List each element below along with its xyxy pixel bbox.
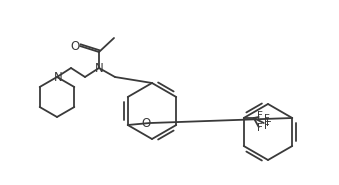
Text: F: F (264, 121, 270, 131)
Text: F: F (264, 114, 270, 124)
Text: N: N (95, 61, 103, 75)
Text: F: F (266, 118, 272, 128)
Text: F: F (257, 123, 263, 133)
Text: N: N (54, 70, 62, 83)
Text: O: O (141, 117, 151, 130)
Text: F: F (257, 111, 263, 121)
Text: O: O (71, 40, 80, 53)
